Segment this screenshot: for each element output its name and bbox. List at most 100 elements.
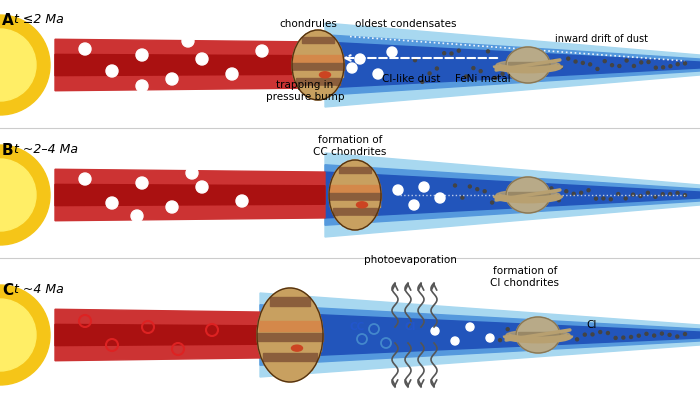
Text: formation of
CI chondrites: formation of CI chondrites <box>491 266 559 288</box>
Circle shape <box>409 200 419 210</box>
FancyBboxPatch shape <box>262 309 318 316</box>
Circle shape <box>136 80 148 92</box>
Circle shape <box>676 63 679 66</box>
Polygon shape <box>325 35 700 95</box>
Circle shape <box>355 54 365 64</box>
Text: A: A <box>2 13 14 28</box>
FancyBboxPatch shape <box>259 344 321 351</box>
Circle shape <box>414 59 416 62</box>
Circle shape <box>528 192 531 195</box>
Text: oldest condensates: oldest condensates <box>355 19 456 29</box>
Polygon shape <box>325 42 700 88</box>
FancyBboxPatch shape <box>333 208 377 215</box>
Circle shape <box>0 145 50 245</box>
Circle shape <box>106 197 118 209</box>
Circle shape <box>79 173 91 185</box>
Circle shape <box>491 201 494 204</box>
Circle shape <box>196 53 208 65</box>
Polygon shape <box>325 153 700 237</box>
Circle shape <box>468 185 471 188</box>
Circle shape <box>603 59 606 63</box>
Circle shape <box>594 197 598 200</box>
Circle shape <box>574 60 577 63</box>
Polygon shape <box>55 184 325 206</box>
FancyBboxPatch shape <box>293 71 342 76</box>
Circle shape <box>501 72 504 75</box>
Circle shape <box>483 190 486 193</box>
FancyBboxPatch shape <box>340 167 370 173</box>
Circle shape <box>583 333 587 336</box>
Circle shape <box>589 63 591 66</box>
Polygon shape <box>55 54 325 76</box>
Circle shape <box>683 62 687 65</box>
Circle shape <box>522 332 524 335</box>
Polygon shape <box>325 23 700 107</box>
Circle shape <box>610 64 613 67</box>
FancyBboxPatch shape <box>292 63 344 70</box>
Circle shape <box>587 189 590 192</box>
Circle shape <box>498 338 501 342</box>
Circle shape <box>0 29 36 101</box>
Text: C: C <box>2 283 13 298</box>
Ellipse shape <box>506 47 550 83</box>
FancyBboxPatch shape <box>270 297 310 306</box>
Polygon shape <box>260 305 700 365</box>
Text: chondrules: chondrules <box>279 19 337 29</box>
Circle shape <box>639 195 642 197</box>
Polygon shape <box>260 312 700 358</box>
Circle shape <box>662 193 664 196</box>
Circle shape <box>506 328 509 331</box>
Circle shape <box>450 52 453 55</box>
Circle shape <box>591 333 594 336</box>
Circle shape <box>631 193 635 196</box>
Circle shape <box>560 334 564 336</box>
Circle shape <box>683 194 687 197</box>
Circle shape <box>421 80 424 83</box>
Circle shape <box>516 56 519 59</box>
Circle shape <box>622 336 625 339</box>
Text: inward drift of dust: inward drift of dust <box>555 34 648 44</box>
Text: B: B <box>2 143 13 158</box>
Circle shape <box>393 185 403 195</box>
Circle shape <box>676 191 679 195</box>
Circle shape <box>542 190 545 193</box>
Ellipse shape <box>356 202 368 208</box>
FancyBboxPatch shape <box>296 46 339 51</box>
FancyBboxPatch shape <box>508 62 548 69</box>
Circle shape <box>654 195 657 198</box>
Circle shape <box>572 192 575 195</box>
Circle shape <box>442 52 446 55</box>
Circle shape <box>647 61 650 63</box>
Polygon shape <box>325 165 700 225</box>
FancyBboxPatch shape <box>330 184 380 192</box>
Circle shape <box>552 333 556 335</box>
FancyBboxPatch shape <box>297 78 340 85</box>
FancyBboxPatch shape <box>268 363 312 370</box>
FancyBboxPatch shape <box>508 192 548 199</box>
Circle shape <box>645 332 648 335</box>
Text: trapping in
pressure bump: trapping in pressure bump <box>266 80 344 102</box>
Circle shape <box>669 65 672 68</box>
Circle shape <box>451 337 459 345</box>
Circle shape <box>498 197 501 200</box>
Circle shape <box>131 210 143 222</box>
Circle shape <box>466 323 474 331</box>
Circle shape <box>559 65 562 69</box>
Circle shape <box>537 335 540 338</box>
Circle shape <box>513 185 516 188</box>
Circle shape <box>0 15 50 115</box>
Circle shape <box>0 299 36 371</box>
Circle shape <box>617 193 620 195</box>
FancyBboxPatch shape <box>330 201 379 206</box>
Circle shape <box>596 67 599 71</box>
Text: t ~2–4 Ma: t ~2–4 Ma <box>14 143 78 156</box>
Circle shape <box>472 67 475 70</box>
Ellipse shape <box>291 345 302 351</box>
Circle shape <box>618 65 621 67</box>
Circle shape <box>486 334 494 342</box>
Circle shape <box>457 49 461 52</box>
Circle shape <box>580 191 582 194</box>
Circle shape <box>166 73 178 85</box>
Circle shape <box>676 335 679 338</box>
Circle shape <box>606 331 610 335</box>
